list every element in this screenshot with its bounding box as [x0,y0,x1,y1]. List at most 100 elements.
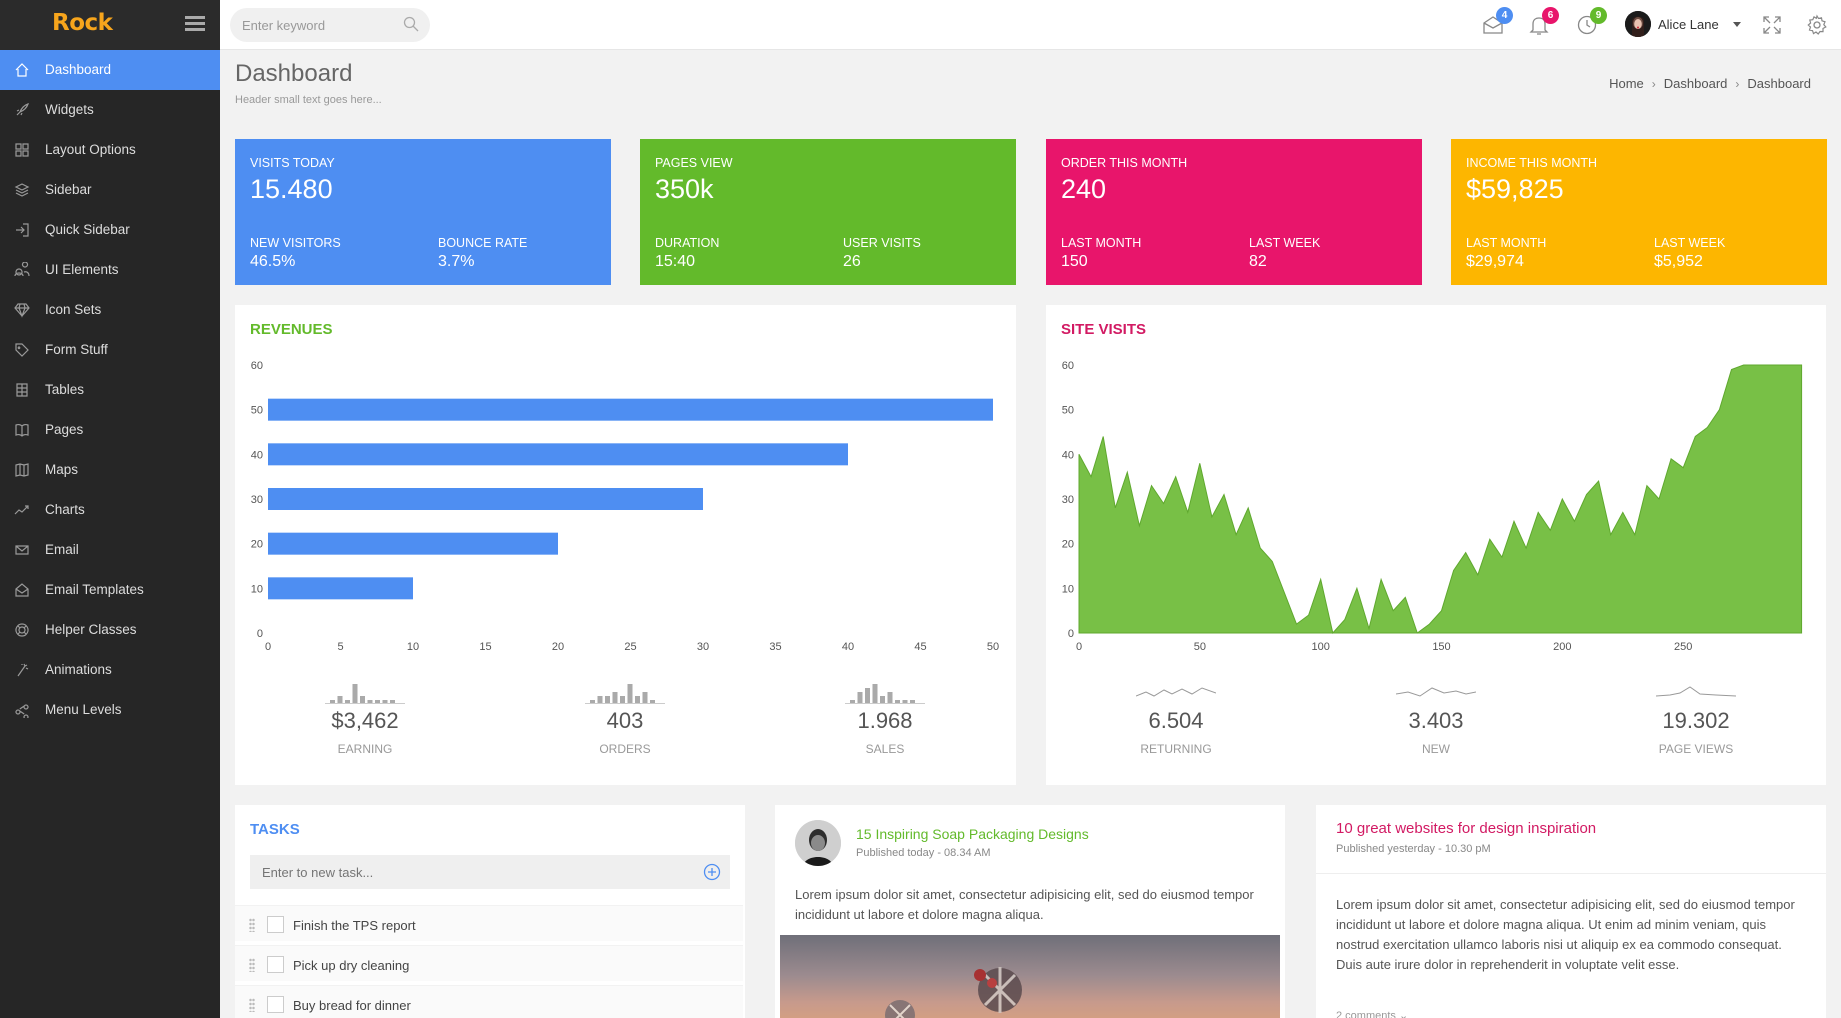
add-task-icon[interactable] [703,863,721,881]
y-tick-label: 60 [1062,360,1074,372]
stat-value: 240 [1061,174,1107,204]
sidebar-item-icon-sets[interactable]: Icon Sets [0,290,220,330]
sidebar-item-widgets[interactable]: Widgets [0,90,220,130]
rocket-icon [16,103,29,116]
stat-sub-value: 15:40 [655,253,696,270]
sidebar-item-pages[interactable]: Pages [0,410,220,450]
stat-sub-value: 150 [1061,253,1088,270]
task-checkbox[interactable] [267,956,284,973]
drag-handle-icon[interactable] [249,998,255,1012]
messages-button[interactable]: 4 [1481,7,1513,37]
envelope-open-icon [15,583,29,597]
trend-icon [14,505,29,515]
sidebar-item-label: Menu Levels [45,702,122,717]
stat-sub-label: LAST WEEK [1249,236,1321,250]
post-card-2: 10 great websites for design inspiration… [1316,805,1826,1018]
fullscreen-icon[interactable] [1760,13,1784,37]
stat-sub-value: $5,952 [1654,253,1703,270]
sidebar-item-label: Tables [45,382,85,397]
notifications-button[interactable]: 6 [1527,7,1559,37]
search-input[interactable] [230,8,430,42]
stat-sub-value: $29,974 [1466,253,1524,270]
map-icon [15,463,29,477]
sidebar-item-label: Icon Sets [45,302,102,317]
mini-stat-returning: 6.504 RETURNING [1101,684,1251,756]
sidebar-item-sidebar[interactable]: Sidebar [0,170,220,210]
stat-sub-label: USER VISITS [843,236,921,250]
stat-title: VISITS TODAY [250,156,335,170]
x-tick-label: 50 [1194,641,1206,653]
revenues-bar-chart: 0 10 20 30 40 50 60 0 5 10 15 20 25 30 35 40 45 50 [251,360,999,653]
x-tick-label: 30 [697,641,709,653]
comments-count: 2 comments [1336,1010,1396,1018]
mini-stat-value: $3,462 [331,708,399,733]
tasks-button[interactable]: 9 [1575,7,1607,37]
stat-sub-value: 26 [843,253,861,270]
task-item: Pick up dry cleaning [235,945,743,981]
mini-stat-label: NEW [1422,742,1450,756]
drag-handle-icon[interactable] [249,918,255,932]
comments-link[interactable]: 2 comments ⌄ [1336,1009,1408,1018]
stat-sub-value: 46.5% [250,253,296,270]
breadcrumb-home[interactable]: Home [1609,76,1644,91]
stat-title: INCOME THIS MONTH [1466,156,1598,170]
post-title[interactable]: 10 great websites for design inspiration [1336,820,1597,837]
bell-icon [1529,17,1549,35]
divider [1316,873,1826,874]
post-card-1: 15 Inspiring Soap Packaging Designs Publ… [775,805,1285,1018]
table-icon [16,383,28,397]
breadcrumb-dashboard[interactable]: Dashboard [1663,76,1728,91]
sidebar-item-maps[interactable]: Maps [0,450,220,490]
sidebar-item-email-templates[interactable]: Email Templates [0,570,220,610]
bar [268,577,413,600]
mini-stat-value: 3.403 [1408,708,1464,733]
x-tick-label: 100 [1311,641,1329,653]
settings-gear-icon[interactable] [1805,13,1829,37]
menu-toggle-icon[interactable] [185,16,205,32]
task-checkbox[interactable] [267,996,284,1013]
sidebar-item-form-stuff[interactable]: Form Stuff [0,330,220,370]
sidebar-item-label: Widgets [45,102,94,117]
y-tick-label: 40 [251,449,263,461]
mini-stat-sales: 1.968 SALES [810,684,960,756]
stat-card-3: ORDER THIS MONTH 240 LAST MONTH 150 LAST WEE… [1046,139,1422,285]
sidebar-item-dashboard[interactable]: Dashboard [0,50,220,90]
magic-icon [17,663,29,677]
sidebar-item-quick-sidebar[interactable]: Quick Sidebar [0,210,220,250]
diamond-icon [14,303,30,318]
lifebuoy-icon [15,623,29,637]
stat-card-4: INCOME THIS MONTH $59,825 LAST MONTH $29,97… [1451,139,1827,285]
revenues-title: REVENUES [250,321,333,338]
sidebar-item-label: Layout Options [45,142,136,157]
sidebar-item-label: Email Templates [45,582,144,597]
sidebar-item-email[interactable]: Email [0,530,220,570]
sidebar-item-tables[interactable]: Tables [0,370,220,410]
sidebar-item-layout-options[interactable]: Layout Options [0,130,220,170]
avatar [1625,11,1651,37]
sidebar-item-charts[interactable]: Charts [0,490,220,530]
drag-handle-icon[interactable] [249,958,255,972]
sidebar-item-menu-levels[interactable]: Menu Levels [0,690,220,730]
bar [268,488,703,510]
logo[interactable]: Rock [0,0,220,50]
task-checkbox[interactable] [267,916,284,933]
search-icon[interactable] [403,16,419,32]
x-tick-label: 40 [842,641,854,653]
post-meta: Published today - 08.34 AM [856,847,991,859]
sidebar-item-helper-classes[interactable]: Helper Classes [0,610,220,650]
new-task-input[interactable] [250,855,730,889]
sidebar-item-ui-elements[interactable]: UI Elements [0,250,220,290]
messages-badge: 4 [1496,7,1513,24]
page-title: Dashboard [235,60,353,87]
caret-down-icon [1733,22,1741,27]
site-visits-area-chart: 0 10 20 30 40 50 60 0 50 100 150 200 250 [1062,360,1803,653]
tasks-badge: 9 [1590,7,1607,24]
post-excerpt: Lorem ipsum dolor sit amet, consectetur … [795,887,1254,922]
y-tick-label: 20 [1062,539,1074,551]
sidebar-item-label: Helper Classes [45,622,137,637]
sidebar-item-animations[interactable]: Animations [0,650,220,690]
post-title[interactable]: 15 Inspiring Soap Packaging Designs [856,826,1089,842]
bar [268,532,558,555]
stat-sub-label: NEW VISITORS [250,236,341,250]
chevron-right-icon: › [1651,76,1656,91]
